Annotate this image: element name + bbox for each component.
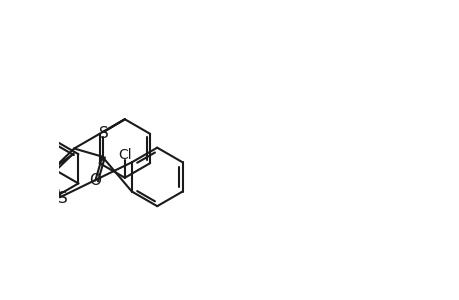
Text: S: S	[99, 126, 109, 141]
Text: Cl: Cl	[118, 148, 131, 162]
Text: S: S	[57, 191, 67, 206]
Text: O: O	[89, 173, 101, 188]
